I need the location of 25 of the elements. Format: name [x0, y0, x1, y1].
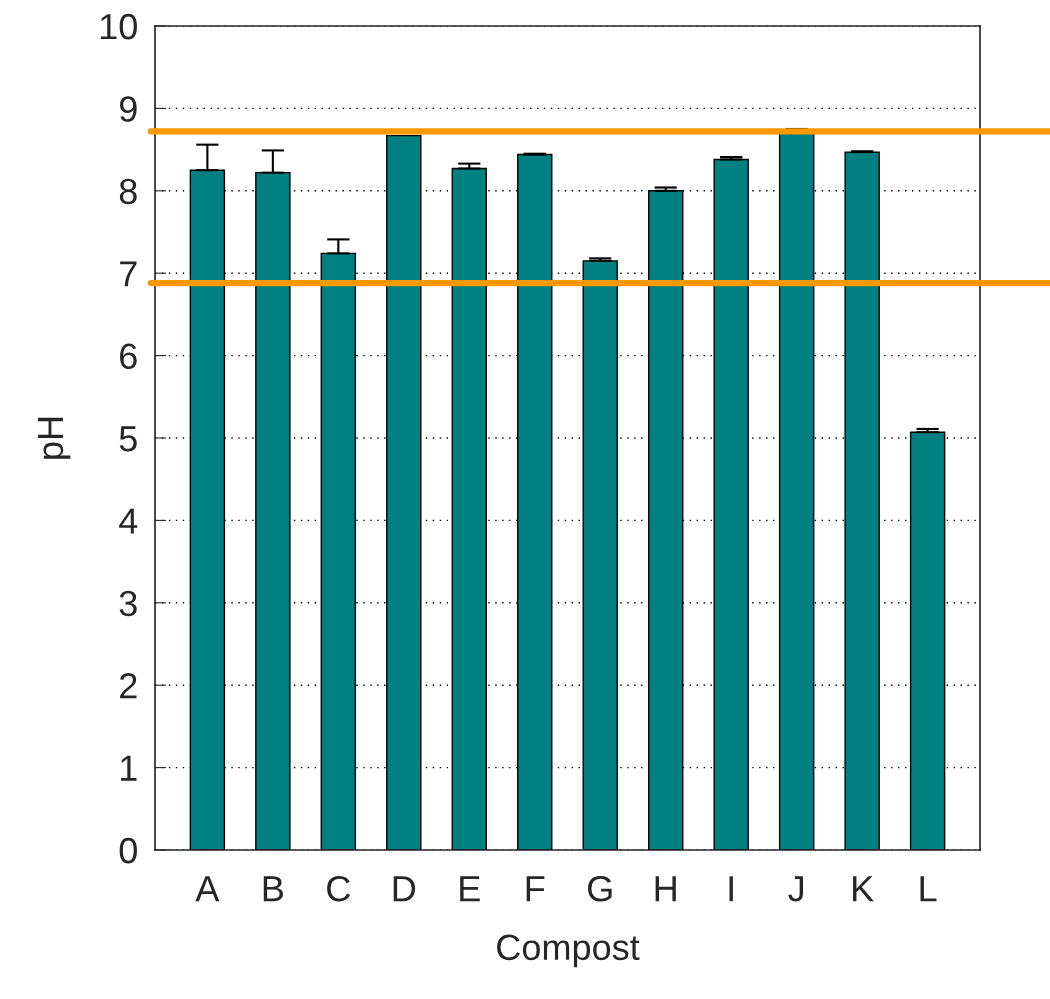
y-tick-label: 3 [119, 590, 137, 617]
y-tick-label: 1 [121, 755, 137, 781]
x-tick-label: D [393, 876, 416, 902]
x-tick-label: I [729, 876, 733, 902]
y-tick-label: 8 [119, 178, 137, 205]
y-tick-label: 4 [119, 508, 138, 534]
x-tick-label: H [655, 876, 676, 902]
y-axis-title: pH [38, 417, 71, 459]
y-tick-label: 6 [120, 343, 137, 370]
y-tick-label: 2 [120, 673, 137, 699]
x-tick-label: F [526, 876, 545, 902]
x-tick-label: B [263, 876, 283, 902]
y-tick-label: 5 [119, 426, 137, 452]
x-tick-label: C [327, 875, 350, 902]
y-tick-label: 7 [120, 261, 137, 287]
y-tick-label: 10 [100, 13, 137, 40]
y-tick-label: 0 [119, 837, 137, 864]
x-tick-label: L [920, 876, 937, 902]
x-tick-label: J [788, 876, 804, 902]
x-tick-label: A [195, 876, 220, 902]
x-tick-label: E [460, 876, 480, 902]
x-tick-label: K [853, 876, 874, 902]
x-axis-title: Compost [497, 934, 640, 968]
x-tick-label: G [588, 875, 612, 902]
y-tick-label: 9 [119, 96, 137, 122]
